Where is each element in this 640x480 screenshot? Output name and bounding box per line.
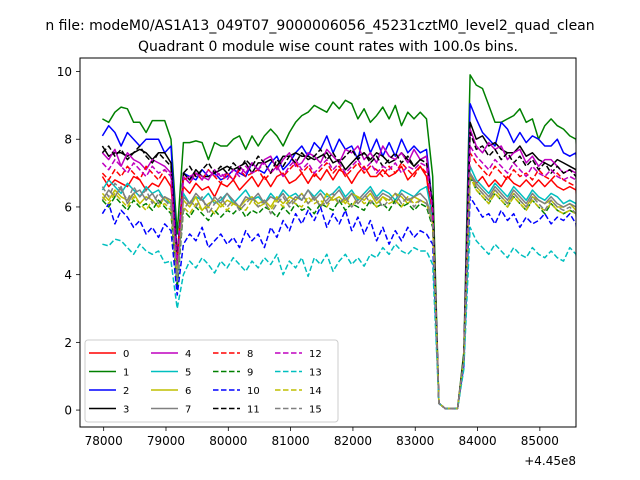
figure-suptitle: n file: modeM0/AS1A13_049T07_9000006056_… xyxy=(45,18,594,34)
legend-label-1: 1 xyxy=(123,368,129,379)
series-line-15 xyxy=(101,172,576,410)
series-line-12 xyxy=(101,145,576,410)
series-line-8 xyxy=(101,152,576,410)
legend-label-5: 5 xyxy=(185,368,191,379)
x-tick-label: 83000 xyxy=(396,434,434,448)
y-axis: 0 2 4 6 8 10 xyxy=(57,65,80,418)
legend-label-10: 10 xyxy=(247,386,260,397)
x-tick-label: 78000 xyxy=(85,434,123,448)
y-tick-label: 8 xyxy=(64,133,72,147)
legend-label-6: 6 xyxy=(185,386,191,397)
y-tick-label: 4 xyxy=(64,268,72,282)
y-tick-label: 2 xyxy=(64,336,72,350)
x-tick-label: 84000 xyxy=(458,434,496,448)
series-line-1 xyxy=(102,74,576,410)
legend-label-3: 3 xyxy=(123,405,129,416)
legend-label-11: 11 xyxy=(247,405,260,416)
y-tick-label: 0 xyxy=(64,404,72,418)
legend-label-15: 15 xyxy=(309,405,322,416)
series-layer xyxy=(101,74,576,410)
y-tick-label: 6 xyxy=(64,200,72,214)
legend-label-2: 2 xyxy=(123,386,129,397)
x-tick-label: 79000 xyxy=(147,434,185,448)
legend-box xyxy=(84,339,339,423)
x-offset-label: +4.45e8 xyxy=(524,454,576,468)
legend-label-12: 12 xyxy=(309,349,322,360)
legend-label-13: 13 xyxy=(309,368,322,379)
legend-label-7: 7 xyxy=(185,405,191,416)
legend-label-8: 8 xyxy=(247,349,253,360)
chart-title: Quadrant 0 module wise count rates with … xyxy=(138,39,518,55)
y-tick-label: 10 xyxy=(57,65,72,79)
x-tick-label: 81000 xyxy=(272,434,310,448)
x-tick-label: 82000 xyxy=(334,434,372,448)
legend-label-4: 4 xyxy=(185,349,191,360)
legend-label-0: 0 xyxy=(123,349,129,360)
plot-frame xyxy=(79,57,577,428)
x-tick-label: 80000 xyxy=(209,434,247,448)
legend-label-14: 14 xyxy=(309,386,322,397)
x-axis: 78000 79000 80000 81000 82000 83000 84000 85000 xyxy=(85,427,559,448)
legend-label-9: 9 xyxy=(247,368,253,379)
x-tick-label: 85000 xyxy=(521,434,559,448)
series-line-13 xyxy=(102,226,576,410)
